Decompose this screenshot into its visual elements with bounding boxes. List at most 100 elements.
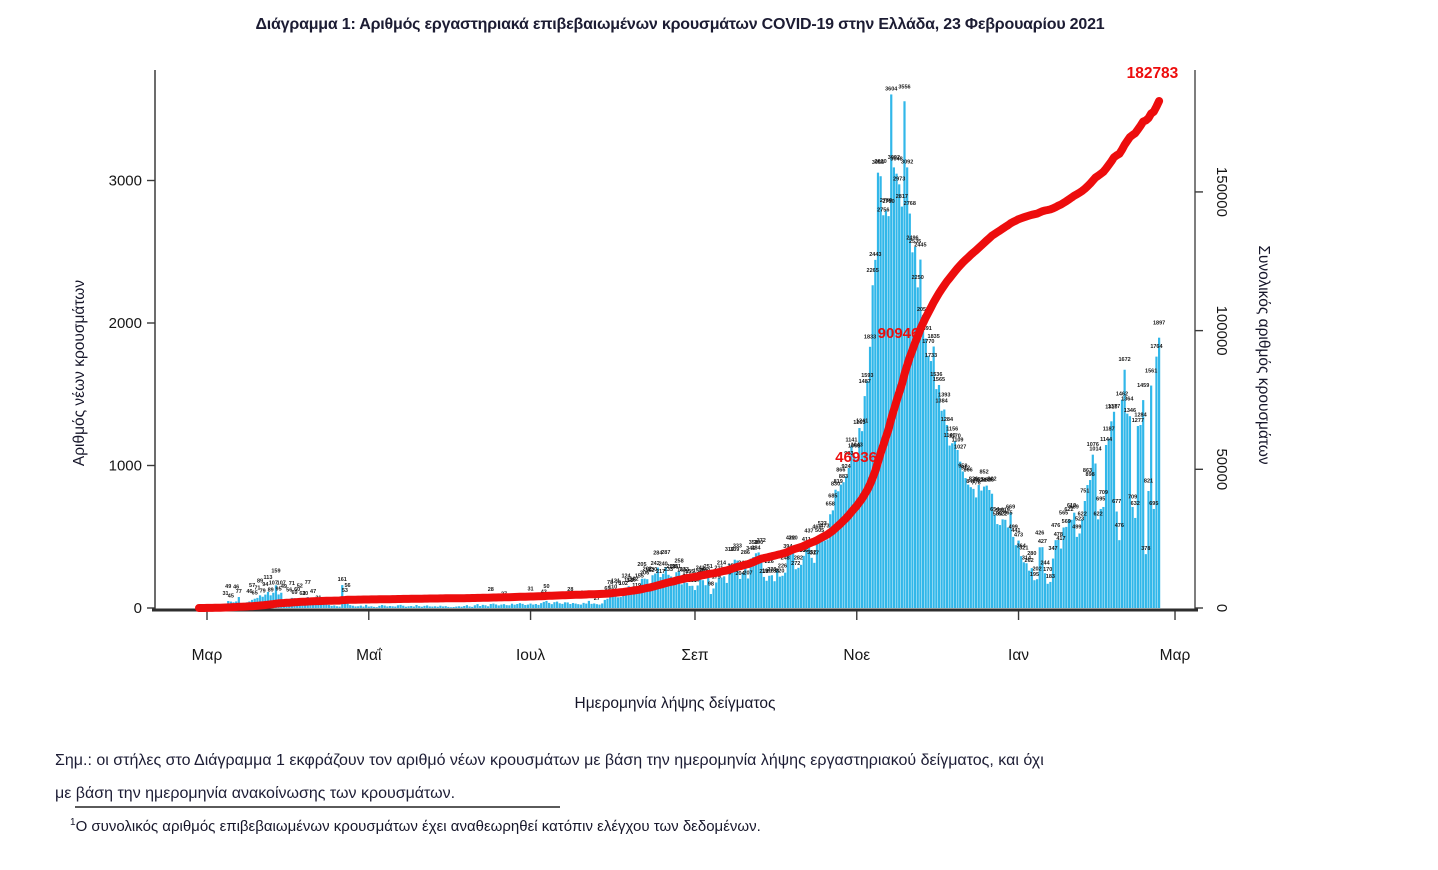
bar-value-label: 204	[735, 571, 745, 577]
daily-cases-bar	[781, 575, 784, 608]
bar-value-label: 202	[1033, 567, 1042, 573]
daily-cases-bar	[1051, 558, 1055, 608]
chart-note: Σημ.: οι στήλες στο Διάγραμμα 1 εκφράζου…	[55, 744, 1345, 810]
daily-cases-bar	[415, 605, 418, 608]
bar-value-label: 183	[1046, 574, 1055, 580]
bar-value-label: 107	[269, 580, 278, 586]
bar-value-label: 71	[254, 585, 260, 591]
daily-cases-bar	[579, 604, 583, 608]
bar-value-label: 802	[987, 477, 996, 483]
bar-value-label: 262	[1025, 558, 1034, 564]
daily-cases-bar	[1043, 573, 1047, 608]
bar-value-label: 751	[1080, 488, 1089, 494]
daily-cases-bar	[807, 545, 811, 608]
note-line-2: με βάση την ημερομηνία ανακοίνωσης των κ…	[55, 785, 456, 802]
bar-value-label: 828	[985, 478, 994, 484]
daily-cases-bar	[558, 603, 561, 608]
daily-cases-bar	[890, 94, 893, 609]
daily-cases-bar	[749, 558, 752, 608]
daily-cases-bar	[701, 580, 705, 608]
bar-value-label: 1764	[1150, 344, 1163, 350]
bar-value-label: 71	[289, 581, 295, 587]
daily-cases-bar	[847, 467, 850, 608]
daily-cases-bar	[715, 582, 718, 608]
daily-cases-bar	[481, 604, 484, 608]
daily-cases-bar	[611, 592, 614, 608]
bar-value-label: 1462	[1116, 392, 1128, 398]
bar-value-label: 2250	[912, 275, 924, 281]
bar-value-label: 622	[1078, 511, 1087, 517]
daily-cases-bar	[985, 485, 988, 608]
bar-value-label: 622	[1064, 507, 1073, 513]
bar-value-label: 658	[826, 502, 835, 508]
chart-title: Διάγραμμα 1: Αριθμός εργαστηριακά επιβεβ…	[255, 16, 1105, 33]
daily-cases-bar	[582, 602, 585, 608]
daily-cases-bar	[346, 600, 349, 608]
bar-value-label: 170	[1043, 567, 1052, 573]
bar-value-label: 119	[632, 583, 641, 589]
daily-cases-bar	[309, 603, 312, 608]
daily-cases-bar	[1041, 547, 1044, 608]
bar-value-label: 824	[977, 478, 987, 484]
bar-value-label: 113	[264, 575, 273, 581]
bar-value-label: 866	[836, 468, 845, 474]
bar-value-label: 863	[974, 477, 983, 483]
daily-cases-bar	[956, 449, 959, 608]
daily-cases-bar	[982, 486, 986, 608]
daily-cases-bar	[961, 471, 964, 608]
daily-cases-bar	[367, 606, 370, 608]
daily-cases-bar	[677, 571, 681, 608]
bar-value-label: 582	[995, 508, 1004, 514]
bar-value-label: 473	[1014, 533, 1023, 539]
bar-value-label: 248	[781, 556, 790, 562]
bar-value-label: 155	[685, 569, 694, 575]
daily-cases-bar	[717, 577, 720, 608]
bar-value-label: 569	[1062, 519, 1071, 525]
daily-cases-bar	[418, 606, 421, 608]
bar-value-label: 339	[730, 547, 739, 553]
axes: 0 1000 2000 3000 0 50000 100000 150000 Μαρ Μαΐ Ιου…	[109, 70, 1230, 664]
daily-cases-bar	[1086, 485, 1089, 608]
daily-cases-bar	[794, 569, 797, 608]
bar-value-label: 372	[757, 538, 766, 544]
bar-value-label: 622	[1094, 511, 1103, 517]
bar-value-label: 427	[1038, 539, 1047, 545]
bar-value-label: 1459	[1137, 383, 1149, 389]
bar-value-label: 186	[669, 564, 678, 570]
x-axis-tick-label: Μαρ	[192, 647, 223, 664]
daily-cases-bar	[327, 604, 331, 608]
bar-value-label: 898	[1086, 472, 1095, 478]
bar-value-label: 589	[993, 512, 1002, 518]
bar-value-label: 272	[791, 561, 800, 567]
daily-cases-bar	[1144, 554, 1147, 608]
daily-cases-bar	[441, 606, 445, 608]
daily-cases-bar	[927, 355, 930, 608]
daily-cases-bar	[362, 606, 365, 608]
footnote-marker: 1	[70, 817, 76, 828]
daily-cases-bar	[1036, 579, 1039, 608]
daily-cases-bar	[638, 585, 641, 608]
bar-value-label: 473	[820, 524, 829, 530]
bar-value-label: 441	[1011, 528, 1020, 534]
daily-cases-bar	[603, 599, 606, 608]
footnote: 1Ο συνολικός αριθμός επιβεβαιωμένων κρου…	[70, 817, 1170, 835]
cumulative-annotation: 46936	[835, 449, 877, 466]
bar-value-label: 2768	[904, 201, 916, 207]
bar-value-label: 476	[1115, 523, 1124, 529]
bar-value-label: 364	[1017, 544, 1027, 550]
daily-cases-bar	[1073, 512, 1076, 608]
bar-value-label: 709	[1099, 490, 1108, 496]
daily-cases-bar	[826, 539, 829, 608]
daily-cases-bar	[1028, 570, 1031, 608]
daily-cases-bar	[619, 597, 622, 608]
daily-cases-bar	[752, 556, 755, 608]
daily-cases-bar	[1001, 519, 1004, 608]
daily-cases-bar	[813, 562, 816, 608]
bar-value-label: 695	[1096, 496, 1105, 502]
daily-cases-bar	[831, 510, 834, 608]
daily-cases-bar	[487, 606, 490, 608]
bar-value-label: 226	[778, 563, 787, 569]
bar-value-label: 161	[338, 577, 347, 583]
daily-cases-bar	[314, 604, 317, 608]
bar-value-label: 280	[1027, 551, 1036, 557]
